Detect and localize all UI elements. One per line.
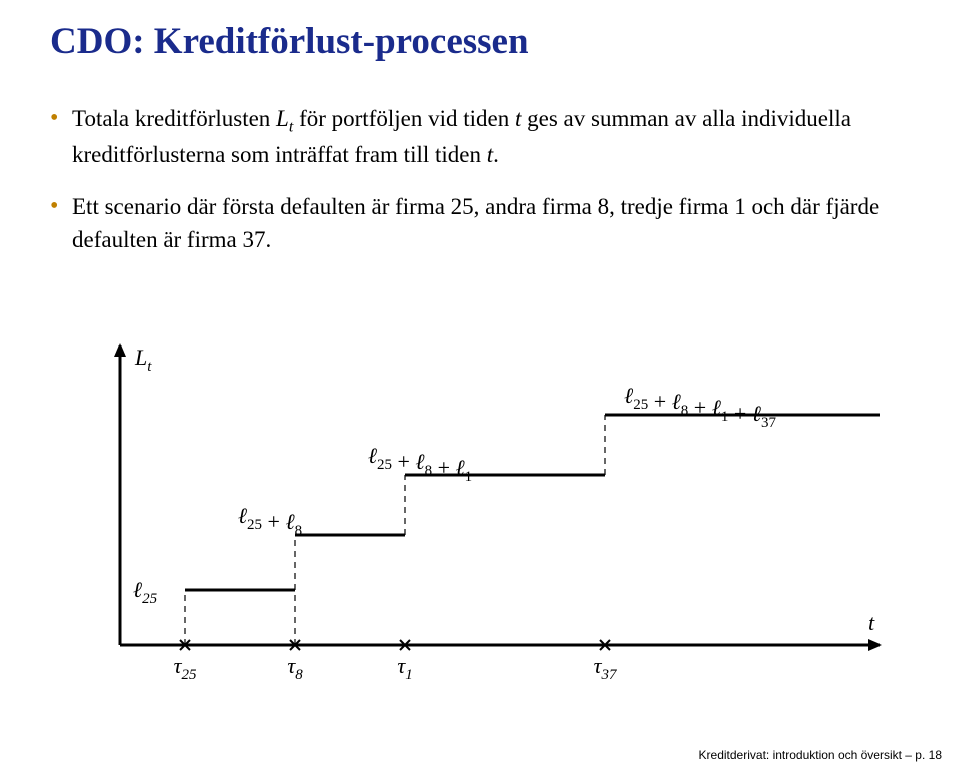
bullet-list: Totala kreditförlusten Lt för portföljen… [50,103,910,256]
svg-text:ℓ25: ℓ25 [133,577,158,607]
bullet-2: Ett scenario där första defaulten är fir… [50,191,910,255]
b1-prefix: Totala kreditförlusten [72,106,276,131]
svg-text:t: t [868,610,875,635]
svg-text:ℓ25 + ℓ8: ℓ25 + ℓ8 [238,503,302,539]
b1-end: . [493,142,499,167]
b1-L: L [276,106,289,131]
footer-text: Kreditderivat: introduktion och översikt… [699,748,942,762]
svg-text:ℓ25 + ℓ8 + ℓ1: ℓ25 + ℓ8 + ℓ1 [368,443,472,485]
svg-text:τ25: τ25 [174,653,197,683]
b2-text: Ett scenario där första defaulten är fir… [72,194,879,251]
bullet-1: Totala kreditförlusten Lt för portföljen… [50,103,910,171]
svg-text:τ37: τ37 [594,653,618,683]
page-title: CDO: Kreditförlust-processen [50,20,910,63]
svg-text:Lt: Lt [134,345,152,375]
svg-text:τ1: τ1 [397,653,412,683]
step-function-diagram: Lt t τ25 τ8 τ1 τ37 ℓ25 ℓ25 + ℓ8 ℓ25 + ℓ8 + ℓ1 ℓ25… [60,335,900,695]
svg-text:τ8: τ8 [287,653,303,683]
b1-mid: för portföljen vid tiden [293,106,515,131]
svg-text:ℓ25 + ℓ8 + ℓ1 + ℓ37: ℓ25 + ℓ8 + ℓ1 + ℓ37 [624,383,776,431]
